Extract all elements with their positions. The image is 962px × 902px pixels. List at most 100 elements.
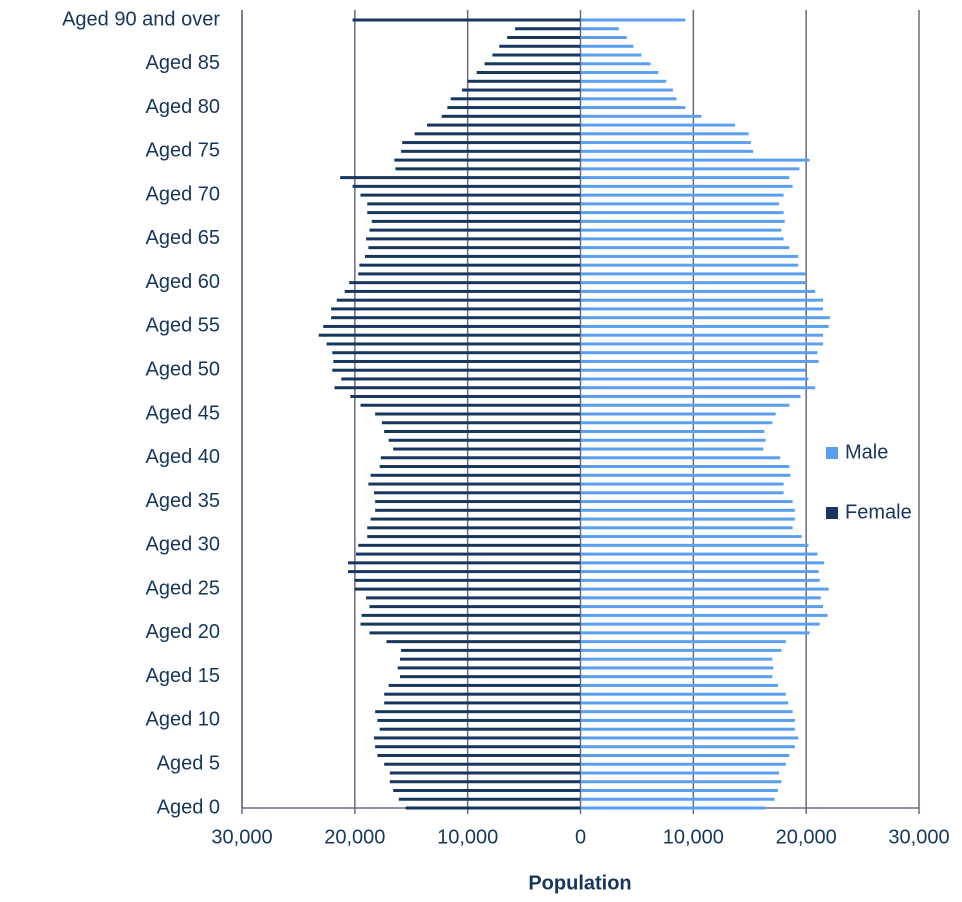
bar: [379, 465, 581, 469]
bar: [360, 193, 581, 197]
bar: [348, 570, 581, 574]
bar: [580, 219, 785, 223]
bar: [388, 683, 581, 687]
bar: [377, 718, 581, 722]
bar: [580, 543, 809, 547]
bar: [580, 622, 820, 626]
bar: [334, 386, 581, 390]
x-tick-label: 0: [575, 826, 586, 848]
bar: [580, 605, 824, 609]
bar: [580, 27, 619, 31]
legend-swatch: [826, 507, 838, 519]
bar: [580, 491, 784, 495]
bar: [580, 53, 642, 57]
bar: [580, 167, 800, 171]
bar: [580, 753, 790, 757]
bar: [384, 692, 581, 696]
bar: [395, 167, 581, 171]
bar: [427, 123, 581, 127]
bar: [580, 657, 773, 661]
bar: [580, 141, 751, 145]
bar: [467, 79, 581, 83]
bar: [580, 535, 802, 539]
bar: [580, 123, 736, 127]
bar: [340, 176, 581, 180]
bar: [580, 202, 780, 206]
bar: [369, 631, 581, 635]
bar: [394, 158, 581, 162]
bar: [354, 587, 581, 591]
bar: [580, 806, 766, 810]
bar: [361, 613, 581, 617]
bar: [580, 727, 795, 731]
bar: [354, 578, 581, 582]
y-tick-label: Aged 70: [145, 183, 220, 205]
y-tick-label: Aged 40: [145, 446, 220, 468]
bar: [580, 631, 810, 635]
bar: [499, 44, 581, 48]
bar: [374, 491, 581, 495]
bar: [352, 18, 581, 22]
bar: [580, 447, 764, 451]
bar: [580, 36, 627, 40]
bar: [393, 788, 581, 792]
bar: [375, 500, 581, 504]
bar: [580, 97, 677, 101]
bar: [580, 272, 807, 276]
bar: [393, 447, 581, 451]
bar: [375, 508, 581, 512]
bar: [580, 745, 795, 749]
bar: [580, 736, 799, 740]
bar: [462, 88, 581, 92]
bar: [580, 88, 674, 92]
bar: [370, 517, 581, 521]
y-tick-label: Aged 10: [145, 709, 220, 731]
bar: [580, 587, 829, 591]
bar: [402, 141, 581, 145]
bar: [375, 412, 581, 416]
bar: [318, 333, 581, 337]
bar: [447, 106, 581, 110]
bar: [370, 473, 581, 477]
x-tick-label: 10,000: [437, 826, 498, 848]
bar: [580, 211, 784, 215]
bar: [580, 561, 825, 565]
bar: [580, 421, 773, 425]
bar: [580, 596, 821, 600]
y-tick-label: Aged 60: [145, 271, 220, 293]
bar: [397, 666, 581, 670]
x-axis-label: Population: [528, 872, 631, 894]
bar: [399, 657, 581, 661]
bar: [366, 596, 581, 600]
y-tick-label: Aged 85: [145, 52, 220, 74]
bar: [580, 176, 790, 180]
bar: [580, 780, 782, 784]
bar: [375, 745, 581, 749]
bar: [381, 421, 581, 425]
bar: [388, 438, 581, 442]
bar: [367, 535, 581, 539]
bar: [580, 184, 793, 188]
bar: [580, 762, 786, 766]
bar: [355, 552, 581, 556]
bar: [580, 307, 824, 311]
bar: [580, 692, 786, 696]
bar: [580, 18, 686, 22]
bar: [580, 237, 784, 241]
bar: [580, 570, 819, 574]
y-tick-label: Aged 15: [145, 665, 220, 687]
bar: [580, 403, 790, 407]
bar: [360, 622, 581, 626]
bar: [401, 648, 581, 652]
y-tick-label: Aged 25: [145, 577, 220, 599]
bar: [580, 158, 810, 162]
bar: [379, 727, 581, 731]
bar: [507, 36, 581, 40]
x-tick-label: 30,000: [888, 826, 949, 848]
bar: [358, 272, 581, 276]
bar: [580, 473, 791, 477]
bar: [580, 71, 659, 75]
bar: [364, 254, 581, 258]
